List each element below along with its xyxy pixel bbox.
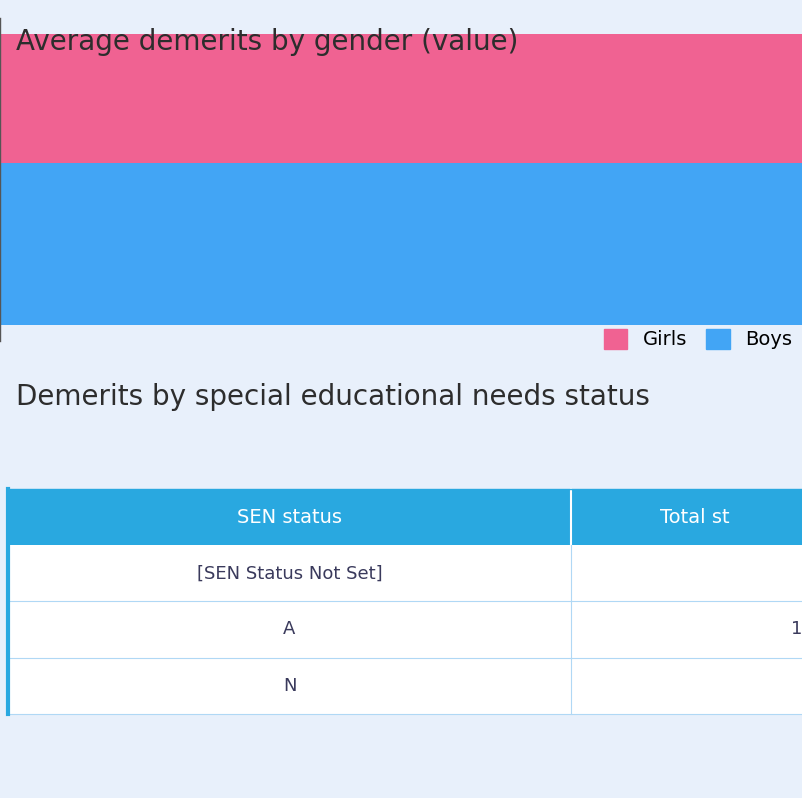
Bar: [0, 164, 802, 325]
Bar: [8, 545, 802, 602]
Text: 14: 14: [791, 621, 802, 638]
Text: Average demerits by gender (value): Average demerits by gender (value): [16, 28, 518, 56]
Text: SEN status: SEN status: [237, 508, 342, 527]
Bar: [0, 34, 802, 196]
Text: Total st: Total st: [660, 508, 729, 527]
Text: A: A: [283, 621, 296, 638]
Legend: Girls, Boys: Girls, Boys: [604, 329, 792, 350]
Bar: [8, 602, 802, 658]
Text: N: N: [283, 677, 296, 694]
Text: Demerits by special educational needs status: Demerits by special educational needs st…: [16, 383, 650, 411]
Bar: [8, 658, 802, 713]
Text: [SEN Status Not Set]: [SEN Status Not Set]: [196, 564, 383, 583]
Bar: [8, 489, 802, 545]
